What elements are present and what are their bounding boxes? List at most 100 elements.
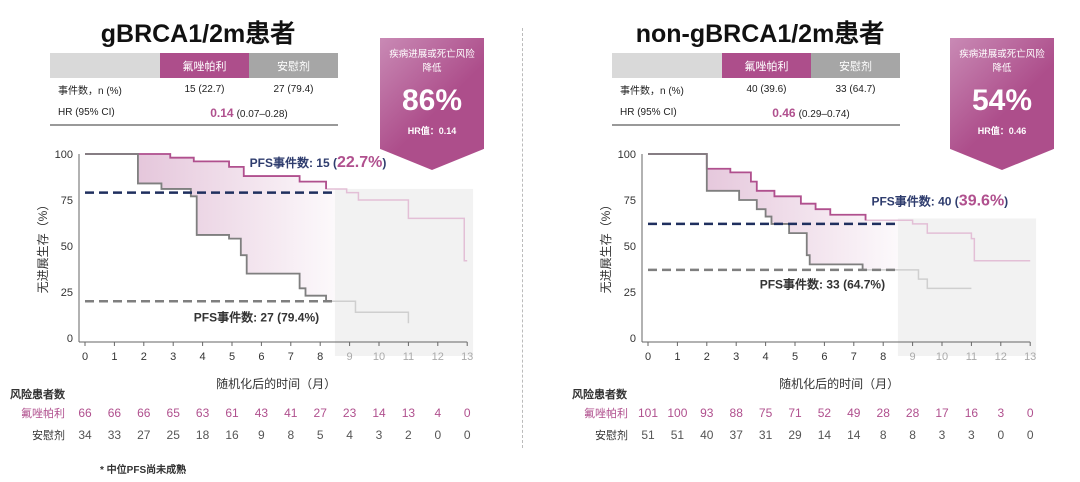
risk-count-olaparib: 4 xyxy=(434,406,441,420)
annotation-prefix: PFS事件数: 40 ( xyxy=(871,194,958,209)
hr-row: HR (95% CI) 0.46 (0.29–0.74) xyxy=(612,101,900,126)
risk-label-placebo: 安慰剂 xyxy=(32,428,65,442)
risk-count-placebo: 3 xyxy=(376,428,383,442)
header-olaparib: 氟唑帕利 xyxy=(722,53,811,78)
x-tick-label: 11 xyxy=(966,351,977,363)
x-axis-label: 随机化后的时间（月） xyxy=(216,376,336,391)
summary-table: 氟唑帕利 安慰剂 事件数，n (%) 15 (22.7) 27 (79.4) HR (95… xyxy=(50,53,338,126)
events-olaparib: 40 (39.6) xyxy=(746,84,787,95)
risk-count-placebo: 29 xyxy=(788,428,802,442)
events-row: 事件数，n (%) 15 (22.7) 27 (79.4) xyxy=(50,78,338,101)
risk-count-placebo: 14 xyxy=(818,428,832,442)
events-placebo: 33 (64.7) xyxy=(835,84,876,95)
x-tick-label: 6 xyxy=(821,351,827,363)
y-tick-label: 100 xyxy=(618,149,636,161)
table-header: 氟唑帕利 安慰剂 xyxy=(612,53,900,78)
chart-title: non-gBRCA1/2m患者 xyxy=(635,20,885,48)
x-tick-label: 2 xyxy=(141,351,147,363)
x-tick-label: 13 xyxy=(461,351,473,363)
x-tick-label: 2 xyxy=(704,351,710,363)
risk-count-olaparib: 0 xyxy=(1027,406,1034,420)
risk-count-olaparib: 66 xyxy=(78,406,92,420)
badge-hr: HR值：0.14 xyxy=(407,126,457,136)
risk-count-placebo: 8 xyxy=(909,428,916,442)
risk-count-placebo: 2 xyxy=(405,428,412,442)
x-tick-label: 0 xyxy=(82,351,88,363)
hr-label: HR (95% CI) xyxy=(620,107,677,118)
risk-count-olaparib: 13 xyxy=(402,406,416,420)
x-tick-label: 9 xyxy=(347,351,353,363)
x-tick-label: 3 xyxy=(170,351,176,363)
risk-count-olaparib: 71 xyxy=(788,406,802,420)
panel-divider xyxy=(522,28,523,448)
y-tick-label: 25 xyxy=(61,287,73,299)
risk-count-olaparib: 28 xyxy=(877,406,891,420)
olaparib-events-annotation: PFS事件数: 40 (39.6%) xyxy=(871,193,1008,210)
risk-count-placebo: 31 xyxy=(759,428,773,442)
x-tick-label: 1 xyxy=(111,351,117,363)
x-tick-label: 11 xyxy=(403,351,414,363)
risk-count-olaparib: 63 xyxy=(196,406,210,420)
risk-label-placebo: 安慰剂 xyxy=(595,428,628,442)
y-axis-label: 无进展生存（%） xyxy=(599,199,613,294)
hr-label: HR (95% CI) xyxy=(58,107,115,118)
placebo-events-annotation: PFS事件数: 27 (79.4%) xyxy=(194,309,319,324)
hr-row: HR (95% CI) 0.14 (0.07–0.28) xyxy=(50,101,338,126)
risk-count-placebo: 18 xyxy=(196,428,210,442)
placebo-curve xyxy=(648,153,864,270)
risk-count-placebo: 37 xyxy=(730,428,744,442)
annotation-prefix: PFS事件数: 15 ( xyxy=(250,155,337,170)
risk-count-placebo: 4 xyxy=(346,428,353,442)
x-tick-label: 13 xyxy=(1024,351,1036,363)
header-placebo: 安慰剂 xyxy=(811,53,900,78)
y-tick-label: 25 xyxy=(624,287,636,299)
chart-title: gBRCA1/2m患者 xyxy=(100,20,296,48)
risk-count-placebo: 0 xyxy=(464,428,471,442)
header-blank xyxy=(612,53,722,78)
risk-reduction-badge: 疾病进展或死亡风险降低 54% HR值：0.46 xyxy=(950,38,1054,170)
y-axis-label: 无进展生存（%） xyxy=(36,199,50,294)
hr-ci: (0.29–0.74) xyxy=(798,108,850,120)
risk-count-olaparib: 52 xyxy=(818,406,832,420)
risk-count-olaparib: 101 xyxy=(638,406,658,420)
risk-count-placebo: 34 xyxy=(78,428,92,442)
x-tick-label: 1 xyxy=(674,351,680,363)
risk-table-title: 风险患者数 xyxy=(572,387,628,401)
y-tick-label: 100 xyxy=(55,149,73,161)
risk-count-olaparib: 75 xyxy=(759,406,773,420)
risk-count-placebo: 27 xyxy=(137,428,151,442)
x-tick-label: 7 xyxy=(288,351,294,363)
risk-count-olaparib: 66 xyxy=(137,406,151,420)
x-tick-label: 10 xyxy=(373,351,385,363)
olaparib-events-annotation: PFS事件数: 15 (22.7%) xyxy=(250,154,387,171)
x-tick-label: 5 xyxy=(792,351,798,363)
x-tick-label: 3 xyxy=(733,351,739,363)
y-tick-label: 50 xyxy=(61,241,73,253)
risk-count-placebo: 14 xyxy=(847,428,861,442)
annotation-suffix: ) xyxy=(1004,195,1008,209)
risk-count-placebo: 0 xyxy=(1027,428,1034,442)
placebo-events-annotation: PFS事件数: 33 (64.7%) xyxy=(760,276,885,291)
risk-count-placebo: 51 xyxy=(641,428,655,442)
header-olaparib: 氟唑帕利 xyxy=(160,53,249,78)
risk-count-olaparib: 93 xyxy=(700,406,714,420)
risk-count-placebo: 8 xyxy=(880,428,887,442)
risk-count-olaparib: 0 xyxy=(464,406,471,420)
table-header: 氟唑帕利 安慰剂 xyxy=(50,53,338,78)
y-tick-label: 75 xyxy=(624,195,636,207)
hr-value: 0.14 (0.07–0.28) xyxy=(160,106,338,120)
annotation-percent: 39.6% xyxy=(959,193,1004,210)
badge-label: 疾病进展或死亡风险降低 xyxy=(959,49,1045,74)
footnote: * 中位PFS尚未成熟 xyxy=(100,465,187,476)
risk-count-olaparib: 49 xyxy=(847,406,861,420)
risk-count-olaparib: 16 xyxy=(965,406,979,420)
risk-label-olaparib: 氟唑帕利 xyxy=(584,406,628,420)
risk-count-olaparib: 23 xyxy=(343,406,357,420)
annotation-percent: 22.7% xyxy=(337,154,382,171)
risk-reduction-badge: 疾病进展或死亡风险降低 86% HR值：0.14 xyxy=(380,38,484,170)
risk-count-placebo: 8 xyxy=(287,428,294,442)
risk-count-placebo: 0 xyxy=(434,428,441,442)
hr-ci: (0.07–0.28) xyxy=(236,108,288,120)
